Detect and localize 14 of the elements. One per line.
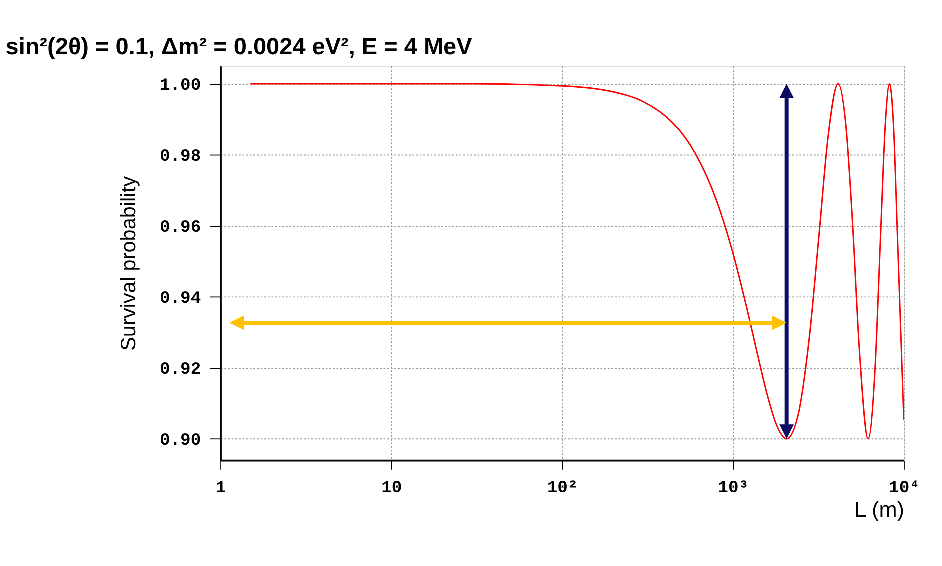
x-tick-label: 10: [382, 479, 402, 498]
x-axis-title: L (m): [854, 496, 904, 522]
y-tick-label: 0.94: [160, 290, 202, 309]
x-tick-label: 10²: [547, 479, 578, 498]
x-tick-label: 1: [216, 479, 226, 498]
y-tick-label: 0.90: [160, 432, 202, 451]
y-tick-label: 0.92: [160, 360, 202, 380]
y-axis-title: Survival probability: [118, 176, 141, 351]
y-tick-label: 1.00: [160, 76, 202, 96]
chart-title: sin²(2θ) = 0.1, Δm² = 0.0024 eV², E = 4 MeV: [6, 33, 473, 60]
y-tick-label: 0.96: [160, 218, 202, 238]
x-tick-label: 10³: [718, 479, 750, 498]
x-tick-label: 10⁴: [889, 479, 920, 498]
y-tick-label: 0.98: [160, 148, 202, 167]
